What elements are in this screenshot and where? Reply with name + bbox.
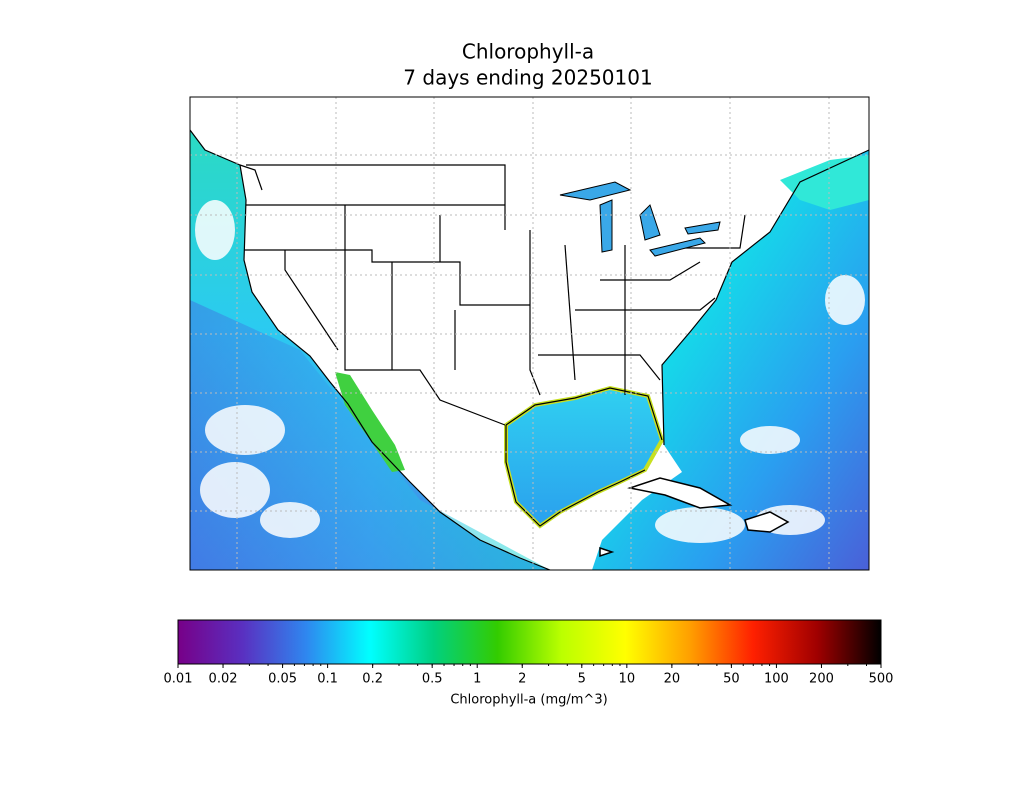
colorbar-tick-label: 0.01	[164, 672, 193, 687]
colorbar-tick-label: 10	[619, 672, 636, 687]
colorbar-ramp	[177, 619, 882, 665]
colorbar-tick-label: 0.5	[422, 672, 443, 687]
colorbar: Chlorophyll-a (mg/m^3) 0.01 0.02 0.05 0.1 0.…	[164, 619, 894, 708]
map-frame	[189, 96, 870, 571]
colorbar-tick-label: 100	[764, 672, 789, 687]
colorbar-tick-label: 500	[869, 672, 894, 687]
islands	[599, 477, 790, 558]
coastline	[189, 129, 870, 571]
state-borders	[244, 164, 746, 426]
title-line: 7 days ending 20250101	[403, 66, 652, 90]
atlantic-ocean	[592, 150, 869, 570]
colorbar-tick-label: 0.2	[362, 672, 383, 687]
colorbar-tick-label: 1	[473, 672, 481, 687]
colorbar-tick-label: 0.05	[268, 672, 297, 687]
colorbar-tick-label: 200	[809, 672, 834, 687]
great-lakes	[559, 181, 721, 257]
colorbar-tick-label: 0.02	[209, 672, 238, 687]
colorbar-tick-label: 5	[578, 672, 586, 687]
colorbar-tick-label: 2	[518, 672, 526, 687]
colorbar-label: Chlorophyll-a (mg/m^3)	[450, 693, 607, 708]
pacific-shade	[190, 300, 550, 570]
title-line: Chlorophyll-a	[462, 40, 594, 64]
colorbar-tick-label: 20	[664, 672, 681, 687]
graticule	[190, 97, 869, 570]
map	[189, 96, 870, 571]
gulf-of-st-lawrence	[780, 155, 869, 210]
colorbar-tick-label: 0.1	[317, 672, 338, 687]
colorbar-tick-label: 50	[723, 672, 740, 687]
gulf-of-california	[335, 372, 405, 472]
